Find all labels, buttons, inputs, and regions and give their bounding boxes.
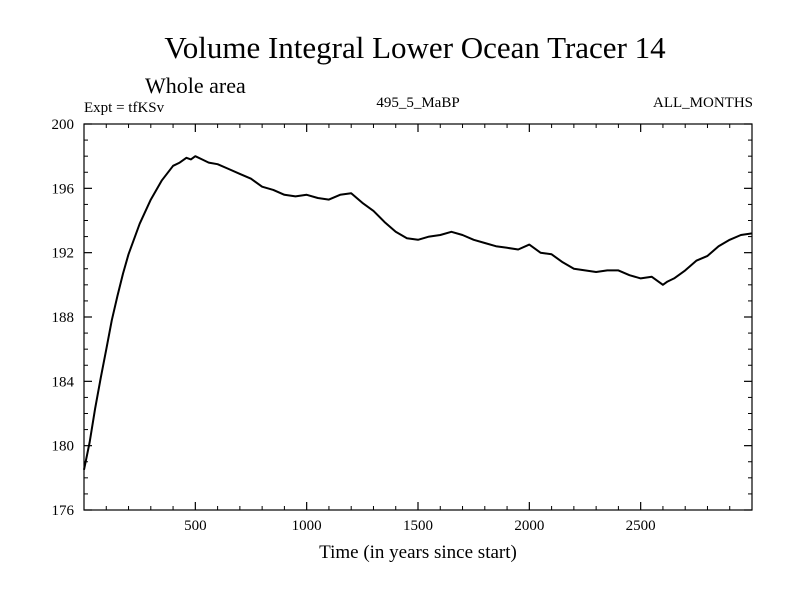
series-line — [83, 155, 753, 471]
x-tick-label: 2500 — [626, 518, 656, 534]
period-label: 495_5_MaBP — [376, 95, 459, 111]
y-tick-label: 200 — [52, 117, 75, 133]
chart-title: Volume Integral Lower Ocean Tracer 14 — [164, 30, 666, 65]
y-tick-label: 180 — [52, 439, 75, 455]
plot-frame — [83, 123, 753, 511]
chart-subtitle: Whole area — [145, 73, 246, 98]
experiment-label: Expt = tfKSv — [84, 100, 165, 116]
y-tick-label: 188 — [52, 310, 75, 326]
months-label: ALL_MONTHS — [653, 95, 753, 111]
x-axis: 500 1000 1500 2000 2500 — [184, 124, 656, 534]
x-tick-label: 2000 — [514, 518, 544, 534]
y-tick-label: 196 — [52, 181, 75, 197]
y-tick-label: 192 — [52, 246, 75, 262]
y-tick-label: 184 — [52, 374, 75, 390]
y-axis: 176 180 184 188 192 196 200 — [52, 117, 752, 519]
x-tick-label: 1500 — [403, 518, 433, 534]
y-minor-ticks — [84, 139, 752, 495]
x-tick-label: 500 — [184, 518, 207, 534]
y-tick-label: 176 — [52, 503, 75, 519]
x-tick-label: 1000 — [292, 518, 322, 534]
x-axis-label: Time (in years since start) — [319, 542, 517, 563]
series-layer — [83, 155, 753, 471]
x-minor-ticks — [105, 124, 731, 510]
